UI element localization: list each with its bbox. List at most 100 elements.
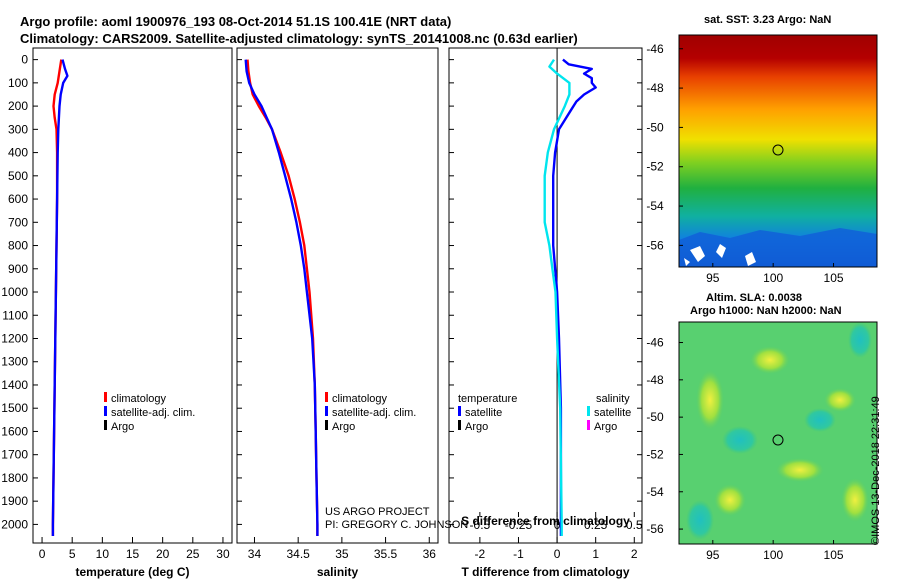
- legend-label-climatology: climatology: [111, 393, 167, 405]
- legend-label-s-argo: Argo: [594, 421, 618, 433]
- credit-pi: PI: GREGORY C. JOHNSON: [325, 519, 469, 531]
- s-tick-label: -0.5: [470, 518, 491, 532]
- sst-map-land-mask: [684, 244, 756, 266]
- x-tick-label: 30: [216, 547, 230, 561]
- map-lon-tick-label: 100: [763, 271, 783, 285]
- credit-imos: ©IMOS 13-Dec-2018 22:31:49: [870, 396, 882, 545]
- legend-swatch-climatology: [104, 392, 107, 402]
- x-tick-label: 35.5: [374, 547, 398, 561]
- y-tick-label: 1100: [2, 308, 28, 322]
- series-line: [552, 58, 597, 536]
- legend-label-satellite: satellite-adj. clim.: [111, 407, 196, 419]
- sla-blob: [696, 370, 724, 430]
- sla-blob: [804, 408, 836, 432]
- s-tick-label: 0: [554, 518, 561, 532]
- legend-swatch-t-argo: [458, 420, 461, 430]
- temperature-plot-frame: [32, 47, 233, 544]
- top-x-axis-label: S difference from climatology: [461, 514, 630, 528]
- legend-swatch-satellite: [104, 406, 107, 416]
- map-lat-tick-label: -50: [646, 120, 664, 134]
- y-tick-label: 300: [8, 122, 28, 136]
- legend-label-argo: Argo: [332, 421, 356, 433]
- map-lat-tick-label: -56: [646, 238, 664, 252]
- map-lat-tick-label: -52: [646, 447, 664, 461]
- y-tick-label: 1200: [1, 331, 28, 345]
- s-tick-label: 0.5: [626, 518, 643, 532]
- map-lon-tick-label: 95: [706, 548, 720, 562]
- map-lon-tick-label: 95: [706, 271, 720, 285]
- figure-title-line2: Climatology: CARS2009. Satellite-adjuste…: [20, 31, 578, 46]
- y-tick-label: 200: [8, 99, 28, 113]
- sla-blob: [714, 484, 746, 516]
- s-tick-label: 0.25: [584, 518, 608, 532]
- x-tick-label: -1: [513, 547, 524, 561]
- sst-map-blue-patches: [679, 228, 877, 267]
- credit-project: US ARGO PROJECT: [325, 506, 430, 518]
- map-lat-tick-label: -48: [646, 373, 664, 387]
- x-tick-label: 35: [335, 547, 349, 561]
- legend-title-salinity: salinity: [596, 393, 630, 405]
- sst-map-title: sat. SST: 3.23 Argo: NaN: [704, 14, 832, 26]
- sla-map: [678, 321, 878, 545]
- sla-map-title-line2: Argo h1000: NaN h2000: NaN: [690, 305, 842, 317]
- x-tick-label: 25: [186, 547, 200, 561]
- sla-blob: [824, 388, 856, 412]
- sla-map-title-line1: Altim. SLA: 0.0038: [706, 292, 802, 304]
- series-line: [51, 59, 69, 536]
- sla-blob: [841, 478, 869, 522]
- y-tick-label: 700: [8, 215, 28, 229]
- y-tick-label: 500: [8, 169, 28, 183]
- sst-float-marker: [772, 144, 784, 156]
- x-tick-label: 5: [69, 547, 76, 561]
- x-tick-label: 0: [554, 547, 561, 561]
- difference-plot-frame: [448, 47, 643, 544]
- salinity-plot-frame: [236, 47, 439, 544]
- map-lat-tick-label: -54: [646, 199, 664, 213]
- s-tick-label: -0.25: [505, 518, 533, 532]
- figure-title-line1: Argo profile: aoml 1900976_193 08-Oct-20…: [20, 14, 452, 29]
- map-lat-tick-label: -52: [646, 160, 664, 174]
- sla-float-marker: [772, 434, 784, 446]
- sla-blob: [686, 500, 714, 540]
- legend-label-t-argo: Argo: [465, 421, 489, 433]
- legend-swatch-argo: [104, 420, 107, 430]
- temperature-diff-legend: temperature satellite Argo: [458, 392, 517, 434]
- y-tick-label: 2000: [1, 517, 28, 531]
- x-tick-label: 34: [248, 547, 262, 561]
- x-axis-label: salinity: [317, 565, 359, 579]
- legend-swatch-s-satellite: [587, 406, 590, 416]
- map-lat-tick-label: -54: [646, 485, 664, 499]
- y-tick-label: 0: [21, 53, 28, 67]
- y-tick-label: 100: [8, 76, 28, 90]
- map-lat-tick-label: -48: [646, 81, 664, 95]
- y-tick-label: 1600: [1, 424, 28, 438]
- legend-swatch-argo: [325, 420, 328, 430]
- sla-blob: [722, 426, 758, 454]
- x-axis-label: temperature (deg C): [75, 565, 189, 579]
- y-tick-label: 1700: [1, 448, 28, 462]
- x-tick-label: 34.5: [286, 547, 310, 561]
- map-lat-tick-label: -46: [646, 336, 664, 350]
- legend-swatch-satellite: [325, 406, 328, 416]
- y-tick-label: 900: [8, 262, 28, 276]
- x-tick-label: 1: [592, 547, 599, 561]
- x-tick-label: 20: [156, 547, 170, 561]
- x-tick-label: 15: [126, 547, 140, 561]
- map-lon-tick-label: 105: [824, 548, 844, 562]
- y-tick-label: 1000: [1, 285, 28, 299]
- legend-label-argo: Argo: [111, 421, 135, 433]
- sst-map-field: [679, 35, 877, 267]
- y-tick-label: 1800: [1, 471, 28, 485]
- series-line: [244, 59, 319, 536]
- sst-map-frame: [678, 34, 878, 268]
- x-tick-label: 0: [39, 547, 46, 561]
- sla-map-frame: [678, 321, 878, 545]
- y-tick-label: 400: [8, 146, 28, 160]
- legend-swatch-climatology: [325, 392, 328, 402]
- temperature-legend: climatology satellite-adj. clim. Argo: [104, 392, 195, 434]
- sst-map: [678, 34, 878, 268]
- x-tick-label: 10: [96, 547, 110, 561]
- y-tick-label: 1900: [1, 494, 28, 508]
- x-tick-label: 36: [423, 547, 437, 561]
